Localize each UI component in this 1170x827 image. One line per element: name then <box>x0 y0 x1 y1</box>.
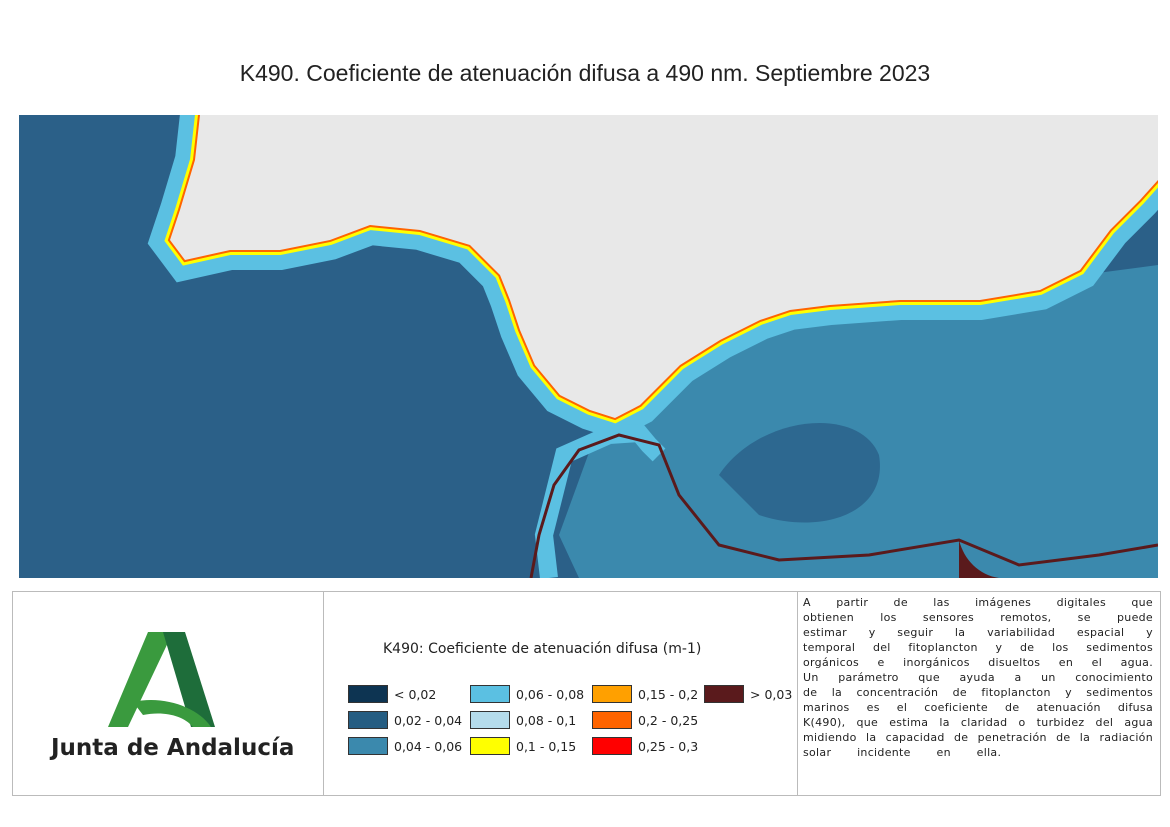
description-line: orgánicos e inorgánicos disueltos en el … <box>803 656 1153 669</box>
description-line: obtienen los sensores remotos, se puede <box>803 611 1153 624</box>
legend-label: 0,04 - 0,06 <box>394 738 463 754</box>
legend-swatch <box>704 685 744 703</box>
logo-mark <box>108 632 215 727</box>
legend-item: 0,06 - 0,08 <box>470 685 584 703</box>
deep-water <box>719 422 880 523</box>
legend-swatch <box>592 737 632 755</box>
legend-item: 0,15 - 0,2 <box>592 685 698 703</box>
legend-swatch <box>348 685 388 703</box>
legend-label: 0,25 - 0,3 <box>638 738 699 754</box>
description-line: marinos es el coeficiente de atenuación … <box>803 701 1153 714</box>
map <box>19 115 1158 578</box>
legend-label: 0,2 - 0,25 <box>638 712 699 728</box>
legend-item: > 0,03 <box>704 685 792 703</box>
legend-swatch <box>348 711 388 729</box>
legend-swatch <box>592 685 632 703</box>
legend-item: 0,1 - 0,15 <box>470 737 576 755</box>
land <box>170 115 1158 418</box>
divider <box>797 592 798 795</box>
logo-curve <box>133 699 211 727</box>
legend-label: 0,06 - 0,08 <box>516 686 585 702</box>
description-line: de la concentración de fitoplancton y se… <box>803 686 1153 699</box>
description-line: estimar y seguir la variabilidad espacia… <box>803 626 1153 639</box>
turbid-bay <box>959 540 999 578</box>
legend-item: 0,08 - 0,1 <box>470 711 576 729</box>
logo-left <box>108 632 173 727</box>
description-line: midiendo la capacidad de penetración de … <box>803 731 1153 744</box>
legend-swatch <box>470 737 510 755</box>
african-coast <box>529 433 1158 578</box>
legend-item: < 0,02 <box>348 685 436 703</box>
divider <box>323 592 324 795</box>
legend-label: 0,1 - 0,15 <box>516 738 577 754</box>
mediterranean-sea <box>559 265 1158 578</box>
description: A partir de las imágenes digitales que ob… <box>803 595 1153 760</box>
legend-label: 0,02 - 0,04 <box>394 712 463 728</box>
shelf <box>534 423 666 578</box>
info-panel: Junta de Andalucía K490: Coeficiente de … <box>12 591 1161 796</box>
legend-item: 0,04 - 0,06 <box>348 737 462 755</box>
legend-title: K490: Coeficiente de atenuación difusa (… <box>383 641 702 657</box>
legend-item: 0,25 - 0,3 <box>592 737 698 755</box>
description-line: solar incidente en ella. <box>803 746 1002 759</box>
legend-swatch <box>470 711 510 729</box>
legend-swatch <box>348 737 388 755</box>
legend-label: 0,08 - 0,1 <box>516 712 577 728</box>
description-line: Un parámetro que ayuda a un conocimiento <box>803 671 1153 684</box>
legend-swatch <box>470 685 510 703</box>
legend-label: > 0,03 <box>750 686 793 702</box>
logo-text: Junta de Andalucía <box>51 735 295 761</box>
legend-item: 0,02 - 0,04 <box>348 711 462 729</box>
legend-item: 0,2 - 0,25 <box>592 711 698 729</box>
legend-label: 0,15 - 0,2 <box>638 686 699 702</box>
legend-label: < 0,02 <box>394 686 437 702</box>
description-line: K(490), que estima la claridad o turbide… <box>803 716 1153 729</box>
legend-swatch <box>592 711 632 729</box>
description-line: A partir de las imágenes digitales que <box>803 596 1153 609</box>
map-title: K490. Coeficiente de atenuación difusa a… <box>239 60 931 86</box>
description-line: temporal del fitoplancton y de los sedim… <box>803 641 1153 654</box>
logo-right <box>163 632 215 727</box>
